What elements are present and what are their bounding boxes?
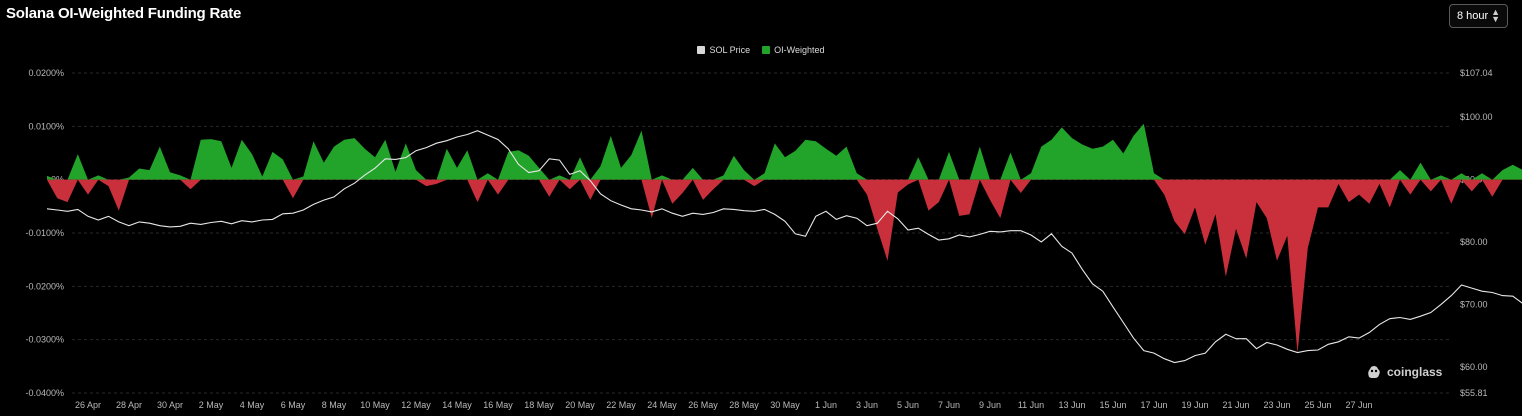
x-tick-label: 24 May xyxy=(647,400,677,410)
x-tick-label: 9 Jun xyxy=(979,400,1001,410)
y-left-tick-label: 0.0100% xyxy=(28,121,64,131)
x-tick-label: 23 Jun xyxy=(1263,400,1290,410)
x-tick-label: 28 May xyxy=(729,400,759,410)
coinglass-logo-icon xyxy=(1368,366,1380,378)
chevron-up-down-icon: ▲ ▼ xyxy=(1491,7,1500,24)
watermark-text: coinglass xyxy=(1387,365,1443,379)
y-right-tick-label: $70.00 xyxy=(1460,299,1488,309)
y-right-tick-label: $100.00 xyxy=(1460,112,1493,122)
y-left-tick-label: -0.0300% xyxy=(25,335,64,345)
chart-legend: SOL Price OI-Weighted xyxy=(0,45,1522,55)
x-tick-label: 26 May xyxy=(688,400,718,410)
x-tick-label: 26 Apr xyxy=(75,400,101,410)
legend-swatch-oi-weighted xyxy=(762,46,771,54)
x-tick-label: 27 Jun xyxy=(1345,400,1372,410)
x-tick-label: 7 Jun xyxy=(938,400,960,410)
x-tick-label: 28 Apr xyxy=(116,400,142,410)
x-tick-label: 18 May xyxy=(524,400,554,410)
funding-negative-area xyxy=(47,179,1522,353)
x-tick-label: 16 May xyxy=(483,400,513,410)
x-tick-label: 3 Jun xyxy=(856,400,878,410)
x-tick-label: 12 May xyxy=(401,400,431,410)
x-tick-label: 21 Jun xyxy=(1222,400,1249,410)
x-tick-label: 6 May xyxy=(281,400,306,410)
x-tick-label: 10 May xyxy=(360,400,390,410)
sol-price-line xyxy=(46,130,1522,364)
x-tick-label: 19 Jun xyxy=(1181,400,1208,410)
x-tick-label: 15 Jun xyxy=(1099,400,1126,410)
x-tick-label: 22 May xyxy=(606,400,636,410)
x-tick-label: 13 Jun xyxy=(1058,400,1085,410)
x-tick-label: 30 Apr xyxy=(157,400,183,410)
x-tick-label: 25 Jun xyxy=(1304,400,1331,410)
y-left-tick-label: -0.0200% xyxy=(25,281,64,291)
page-title: Solana OI-Weighted Funding Rate xyxy=(6,5,242,22)
y-left-tick-label: 0.0200% xyxy=(28,68,64,78)
y-right-tick-label: $55.81 xyxy=(1460,388,1488,398)
interval-select-value: 8 hour xyxy=(1457,10,1489,22)
y-right-tick-label: $60.00 xyxy=(1460,362,1488,372)
legend-item-sol-price[interactable]: SOL Price xyxy=(697,45,750,55)
x-tick-label: 2 May xyxy=(199,400,224,410)
y-right-tick-label: $107.04 xyxy=(1460,68,1493,78)
interval-select[interactable]: 8 hour ▲ ▼ xyxy=(1449,4,1508,28)
y-left-tick-label: -0.0400% xyxy=(25,388,64,398)
x-tick-label: 4 May xyxy=(240,400,265,410)
legend-item-oi-weighted[interactable]: OI-Weighted xyxy=(762,45,825,55)
x-tick-label: 30 May xyxy=(770,400,800,410)
y-left-tick-label: -0.0100% xyxy=(25,228,64,238)
legend-label-oi-weighted: OI-Weighted xyxy=(774,45,825,55)
x-tick-label: 20 May xyxy=(565,400,595,410)
x-tick-label: 8 May xyxy=(322,400,347,410)
x-tick-label: 17 Jun xyxy=(1140,400,1167,410)
funding-positive-area xyxy=(47,123,1522,180)
coinglass-watermark: coinglass xyxy=(1365,363,1442,381)
x-tick-label: 14 May xyxy=(442,400,472,410)
x-tick-label: 11 Jun xyxy=(1018,400,1044,410)
y-right-tick-label: $80.00 xyxy=(1460,237,1488,247)
legend-label-sol-price: SOL Price xyxy=(709,45,751,55)
legend-swatch-sol-price xyxy=(697,46,706,54)
x-tick-label: 1 Jun xyxy=(815,400,837,410)
x-tick-label: 5 Jun xyxy=(897,400,919,410)
